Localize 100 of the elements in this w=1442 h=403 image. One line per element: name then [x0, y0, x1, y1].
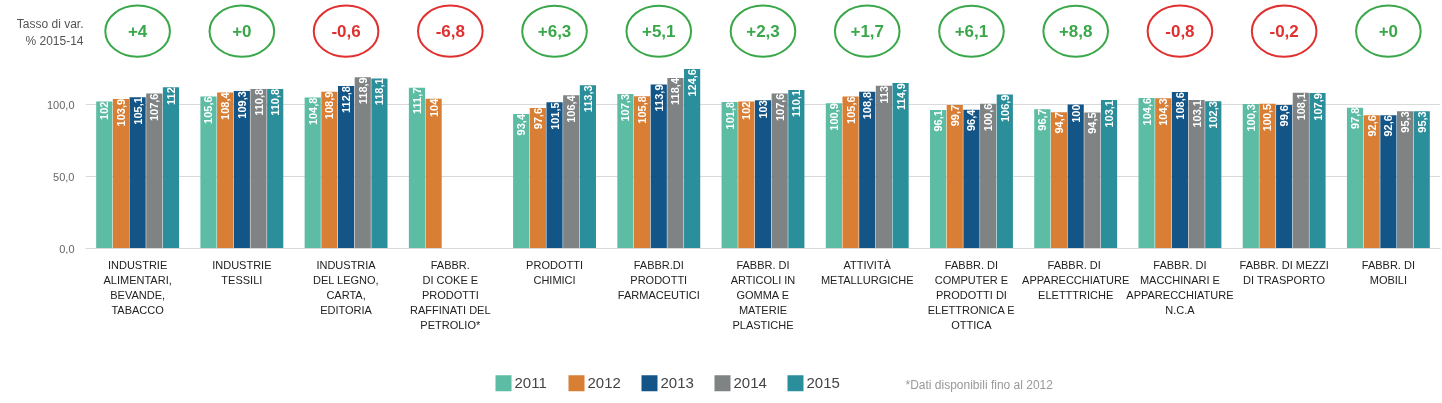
- bar: [1242, 104, 1259, 249]
- data-label: 99,6: [1278, 105, 1291, 127]
- data-label: 96,1: [932, 110, 945, 132]
- data-label: 104,6: [1140, 97, 1153, 126]
- bar: [96, 101, 113, 249]
- data-label: 103,9: [114, 98, 127, 127]
- bar: [1188, 100, 1205, 249]
- bar: [996, 94, 1013, 249]
- data-label: 105,8: [636, 96, 649, 124]
- bar: [408, 87, 426, 249]
- bar: [529, 107, 546, 249]
- bar: [1050, 112, 1068, 249]
- bar: [771, 93, 788, 249]
- data-label: 103: [757, 100, 769, 119]
- legend-label: 2014: [733, 374, 767, 392]
- data-label: 110,8: [269, 88, 282, 116]
- bar: [825, 103, 842, 249]
- text: +8,8: [1058, 22, 1093, 42]
- text: +2,3: [746, 22, 780, 42]
- data-label: 94,5: [1086, 112, 1099, 134]
- text: +5,1: [641, 22, 676, 42]
- data-label: 113: [877, 85, 890, 104]
- x-tick-label: INDUSTRIE ALIMENTARI, BEVANDE, TABACCO: [103, 258, 172, 316]
- data-label: 107,9: [1311, 93, 1324, 121]
- x-tick-label: ATTIVITÀ METALLURGICHE: [820, 258, 914, 286]
- text: +1,7: [850, 22, 885, 42]
- bar: [563, 95, 580, 249]
- bar: [1155, 98, 1172, 249]
- data-label: 107,6: [773, 93, 786, 122]
- bar: [321, 91, 338, 249]
- legend-label: 2012: [587, 374, 621, 392]
- x-tick-label: FABBR. DI MEZZI DI TRASPORTO: [1239, 258, 1329, 286]
- data-label: 103,1: [1103, 100, 1116, 128]
- data-label: 95,3: [1415, 111, 1428, 133]
- bar: [233, 91, 250, 249]
- data-label: 106,4: [565, 94, 578, 123]
- legend-label: 2015: [806, 374, 840, 392]
- bar: [200, 96, 217, 249]
- data-label: 100,9: [827, 103, 840, 131]
- bar: [1067, 104, 1084, 249]
- data-label: 108,9: [323, 91, 336, 120]
- bar: [754, 100, 772, 249]
- data-label: 113,9: [652, 84, 665, 112]
- data-label: 112: [164, 87, 177, 105]
- data-label: 99,7: [948, 104, 961, 127]
- data-label: 92,6: [1382, 115, 1395, 137]
- data-label: 105,6: [844, 96, 857, 124]
- bar: [304, 97, 321, 249]
- data-label: 102,3: [1207, 101, 1220, 129]
- bar: [354, 77, 371, 249]
- data-label: 93,4: [515, 113, 528, 136]
- data-label: 108,1: [1294, 92, 1307, 121]
- data-label: 94,7: [1053, 112, 1066, 134]
- text: +0: [232, 22, 252, 42]
- text: -0,6: [331, 22, 361, 42]
- bar: [617, 93, 634, 249]
- bar: [267, 88, 284, 249]
- bar: [513, 114, 530, 249]
- data-label: 96,4: [965, 108, 978, 132]
- bar: [1380, 115, 1397, 249]
- data-label: 97,6: [531, 107, 544, 130]
- bar: [129, 97, 146, 249]
- data-label: 124,6: [686, 69, 699, 97]
- data-label: 102: [98, 101, 111, 120]
- data-label: 96,7: [1036, 109, 1049, 131]
- data-label: 92,6: [1365, 115, 1378, 137]
- data-label: 108,8: [861, 91, 874, 120]
- bar: [546, 102, 563, 249]
- x-tick-label: INDUSTRIE TESSILI: [212, 258, 272, 286]
- bar: [146, 93, 163, 249]
- bar: [1292, 92, 1309, 249]
- text: +0: [1378, 22, 1399, 42]
- data-label: 102: [740, 101, 753, 120]
- bar: [250, 88, 267, 249]
- data-label: 100,3: [1244, 104, 1257, 132]
- data-label: 104,8: [306, 97, 319, 126]
- bar: [1276, 105, 1293, 249]
- bar: [162, 87, 180, 249]
- bar: [859, 91, 876, 249]
- data-label: 110,1: [790, 89, 803, 117]
- data-label: 107,6: [148, 93, 161, 122]
- data-label: 100: [1069, 104, 1082, 123]
- data-label: 107,3: [619, 93, 632, 122]
- data-label: 101,5: [548, 102, 561, 130]
- bar: [1171, 92, 1189, 249]
- bar: [963, 109, 980, 249]
- bar: [634, 96, 651, 249]
- data-label: 103,1: [1190, 100, 1203, 128]
- text: +6,1: [954, 22, 989, 42]
- data-label: 108,4: [219, 91, 232, 120]
- y-tick-label: 50,0: [53, 170, 75, 183]
- y-tick-label: 0,0: [59, 242, 75, 255]
- data-label: 118,4: [669, 77, 682, 105]
- data-label: 100,5: [1261, 103, 1274, 132]
- data-label: 105,1: [131, 97, 144, 125]
- data-label: 113,3: [581, 85, 594, 113]
- data-label: 109,3: [235, 91, 248, 119]
- bar: [930, 110, 947, 249]
- bar: [1396, 111, 1414, 249]
- data-label: 112,8: [340, 86, 353, 113]
